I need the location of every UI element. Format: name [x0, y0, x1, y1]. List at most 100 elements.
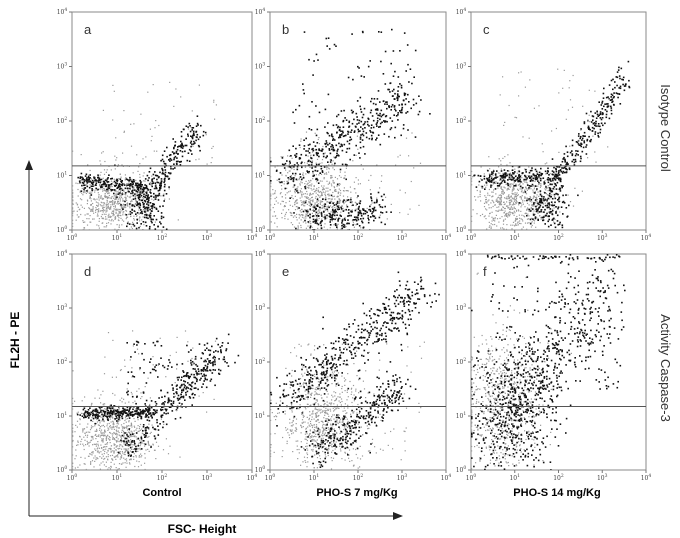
event-dot: [384, 223, 386, 226]
event-dot: [520, 206, 522, 208]
event-dot: [147, 436, 149, 438]
event-dot: [294, 188, 297, 191]
event-dot: [551, 204, 553, 207]
event-dot: [555, 212, 557, 214]
event-dot: [333, 43, 336, 46]
event-dot: [108, 185, 110, 188]
event-dot: [132, 194, 135, 197]
event-dot: [328, 182, 331, 185]
event-dot: [328, 164, 330, 166]
event-dot: [270, 221, 272, 223]
event-dot: [200, 124, 202, 127]
event-dot: [502, 223, 505, 225]
event-dot: [292, 186, 294, 188]
event-dot: [359, 96, 362, 99]
event-dot: [545, 192, 547, 195]
event-dot: [352, 224, 354, 226]
event-dot: [351, 204, 353, 207]
event-dot: [281, 200, 283, 202]
event-dot: [531, 224, 533, 227]
event-dot: [120, 444, 122, 446]
event-dot: [96, 224, 98, 226]
event-dot: [325, 196, 327, 198]
event-dot: [135, 202, 137, 204]
event-dot: [296, 168, 299, 171]
event-dot: [513, 198, 515, 200]
event-dot: [312, 173, 314, 175]
event-dot: [513, 193, 515, 195]
event-dot: [82, 194, 84, 196]
event-dot: [583, 141, 586, 144]
event-dot: [123, 453, 125, 455]
event-dot: [504, 197, 506, 199]
event-dot: [88, 177, 91, 180]
event-dot: [270, 186, 272, 188]
event-dot: [301, 204, 303, 206]
event-dot: [408, 81, 410, 83]
event-dot: [537, 185, 539, 187]
event-dot: [394, 70, 396, 73]
event-dot: [144, 180, 146, 182]
event-dot: [509, 203, 511, 205]
event-dot: [322, 198, 324, 200]
event-dot: [348, 147, 351, 150]
event-dot: [147, 189, 150, 191]
y-tick-label-c-4: 104: [456, 7, 467, 16]
event-dot: [153, 196, 155, 198]
event-dot: [80, 154, 82, 156]
event-dot: [559, 221, 561, 224]
event-dot: [494, 220, 496, 222]
event-dot: [115, 429, 118, 431]
event-dot: [162, 216, 165, 219]
event-dot: [272, 207, 274, 209]
event-dot: [120, 197, 123, 199]
event-dot: [313, 185, 315, 187]
event-dot: [336, 126, 339, 129]
event-dot: [294, 215, 296, 217]
event-dot: [125, 198, 127, 200]
event-dot: [87, 164, 89, 166]
event-dot: [518, 95, 520, 97]
event-dot: [72, 454, 74, 456]
event-dot: [371, 115, 374, 117]
event-dot: [326, 180, 328, 182]
event-dot: [315, 53, 318, 56]
event-dot: [379, 143, 382, 146]
event-dot: [521, 172, 524, 175]
event-dot: [313, 60, 315, 62]
event-dot: [481, 179, 483, 181]
event-dot: [154, 198, 157, 200]
event-dot: [108, 187, 111, 189]
event-dot: [281, 188, 283, 190]
event-dot: [103, 202, 105, 204]
event-dot: [87, 213, 89, 215]
event-dot: [332, 160, 334, 162]
event-dot: [616, 71, 619, 73]
event-dot: [191, 127, 194, 129]
event-dot: [113, 451, 115, 453]
event-dot: [100, 394, 102, 396]
event-dot: [532, 189, 534, 191]
event-dot: [326, 208, 329, 211]
event-dot: [118, 217, 120, 219]
event-dot: [164, 198, 166, 200]
event-dot: [618, 93, 621, 95]
event-dot: [340, 143, 343, 146]
event-dot: [126, 185, 128, 187]
event-dot: [479, 191, 481, 193]
event-dot: [101, 181, 103, 183]
event-dot: [79, 418, 81, 420]
event-dot: [202, 130, 205, 133]
event-dot: [297, 228, 299, 230]
event-dot: [308, 147, 310, 150]
event-dot: [114, 194, 116, 196]
event-dot: [561, 167, 563, 169]
event-dot: [109, 215, 111, 217]
event-dot: [89, 215, 91, 217]
event-dot: [90, 461, 92, 463]
event-dot: [366, 207, 368, 209]
event-dot: [174, 145, 176, 147]
event-dot: [112, 459, 114, 461]
event-dot: [493, 169, 495, 171]
event-dot: [501, 177, 503, 180]
